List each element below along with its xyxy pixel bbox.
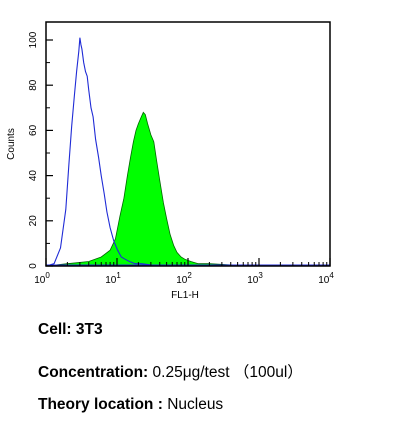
x-tick-label: 101 xyxy=(105,271,121,286)
y-tick-label: 40 xyxy=(28,170,39,182)
y-tick-label: 100 xyxy=(28,31,39,48)
concentration-value: 0.25μg/test （100ul） xyxy=(152,364,303,381)
location-caption: Theory location : Nucleus xyxy=(38,396,223,414)
x-tick-label: 100 xyxy=(34,271,50,286)
location-value: Nucleus xyxy=(167,396,224,413)
y-axis-label: Counts xyxy=(6,128,17,160)
x-tick-label: 104 xyxy=(318,271,334,286)
series-filled-histogram xyxy=(45,111,331,267)
cell-value: 3T3 xyxy=(75,321,103,338)
flow-cytometry-histogram: 100 101 102 103 104 0 20 40 60 80 100 FL1-H Counts xyxy=(6,21,334,301)
cell-caption: Cell: 3T3 xyxy=(38,321,103,339)
y-tick-label: 0 xyxy=(28,263,39,269)
y-tick-label: 20 xyxy=(28,215,39,227)
x-tick-label: 103 xyxy=(247,271,263,286)
y-tick-label: 80 xyxy=(28,79,39,91)
plot-frame xyxy=(45,21,331,267)
cell-label: Cell: xyxy=(38,321,72,338)
x-tick-label: 102 xyxy=(176,271,192,286)
series-outline-histogram xyxy=(45,37,330,267)
x-axis-label: FL1-H xyxy=(171,290,199,301)
concentration-label: Concentration: xyxy=(38,364,149,381)
concentration-caption: Concentration: 0.25μg/test （100ul） xyxy=(38,360,303,382)
location-label: Theory location : xyxy=(38,396,163,413)
y-tick-label: 60 xyxy=(28,124,39,136)
